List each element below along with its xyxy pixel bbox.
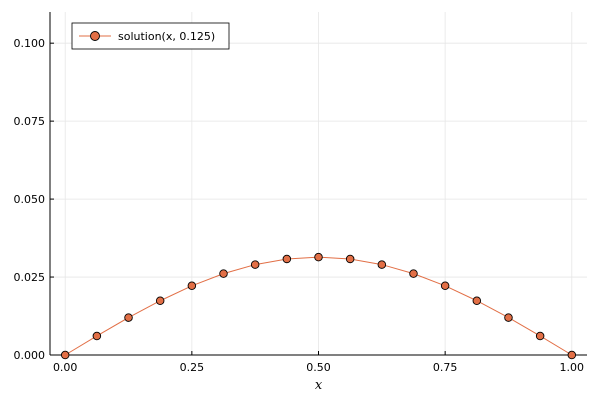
data-point	[440, 281, 450, 291]
data-point	[567, 350, 577, 360]
y-tick-label: 0.100	[14, 37, 46, 50]
data-point	[60, 350, 70, 360]
data-point	[282, 254, 292, 264]
legend: solution(x, 0.125)	[71, 22, 230, 50]
legend-marker-swatch	[90, 31, 100, 41]
x-axis-label: x	[315, 378, 323, 393]
data-point	[314, 252, 323, 262]
y-ticks: 0.000 0.025 0.050 0.075 0.100	[14, 37, 54, 362]
data-point	[377, 260, 387, 269]
x-ticks: 0.00 0.25 0.50 0.75 1.00	[53, 351, 584, 374]
x-tick-label: 0.75	[433, 361, 458, 374]
x-tick-label: 0.00	[53, 361, 78, 374]
x-tick-label: 1.00	[560, 361, 585, 374]
y-tick-label: 0.000	[14, 349, 46, 362]
data-point	[124, 313, 133, 322]
data-point	[92, 331, 102, 341]
y-tick-label: 0.025	[14, 271, 46, 284]
data-point	[345, 254, 355, 264]
data-point	[219, 269, 228, 278]
x-tick-label: 0.50	[306, 361, 331, 374]
grid-lines	[50, 12, 587, 356]
data-point	[504, 313, 513, 322]
y-tick-label: 0.050	[14, 193, 46, 206]
data-point	[409, 269, 418, 278]
data-point	[535, 331, 545, 341]
series	[60, 252, 577, 360]
data-point	[155, 296, 165, 305]
data-point	[472, 296, 482, 305]
y-tick-label: 0.075	[14, 115, 46, 128]
data-point	[187, 281, 197, 291]
legend-label: solution(x, 0.125)	[118, 30, 215, 43]
data-point	[250, 260, 260, 269]
x-tick-label: 0.25	[180, 361, 205, 374]
